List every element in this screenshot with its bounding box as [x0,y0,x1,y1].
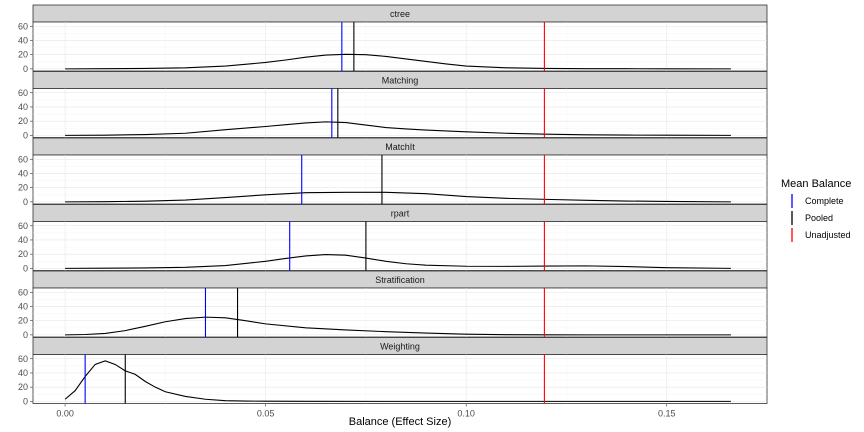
density-curve-ctree [65,53,731,70]
y-tick-label-rpart: 40 [18,235,28,245]
strip-label-matching: Matching [382,76,419,86]
y-tick-label-matchit: 20 [18,183,28,193]
y-tick-label-matchit: 0 [23,197,28,207]
x-tick-label: 0.10 [457,409,475,419]
density-curve-matchit [65,191,731,203]
y-tick-label-weighting: 60 [18,354,28,364]
grid-matchit [33,155,767,204]
chart-panels: ctree 0 20 40 60 Matching 0 20 40 60 MatchIt 0 20 40 6… [18,4,768,406]
y-tick-label-ctree: 0 [23,64,28,74]
y-tick-label-matching: 40 [18,102,28,112]
y-tick-label-rpart: 0 [23,263,28,273]
panel-ctree: ctree 0 20 40 60 [18,4,768,74]
y-tick-label-stratification: 60 [18,287,28,297]
legend-label-unadjusted: Unadjusted [805,230,851,240]
y-tick-label-weighting: 20 [18,382,28,392]
legend-label-pooled: Pooled [805,213,833,223]
panel-area-matchit [32,154,768,205]
y-tick-label-matching: 0 [23,130,28,140]
y-tick-label-rpart: 60 [18,221,28,231]
strip-label-rpart: rpart [391,209,410,219]
y-tick-label-ctree: 60 [18,21,28,31]
y-tick-label-stratification: 20 [18,316,28,326]
legend: Mean Balance Complete Pooled Unadjusted [781,178,851,242]
panel-area-matching [32,88,768,138]
x-axis-title: Balance (Effect Size) [349,416,452,428]
x-tick-label: 0.15 [658,409,676,419]
y-tick-label-matching: 60 [18,88,28,98]
grid-stratification [33,288,767,337]
panel-rpart: rpart 0 20 40 60 [18,204,768,273]
y-tick-label-stratification: 0 [23,330,28,340]
strip-label-matchit: MatchIt [385,142,415,152]
panel-area-stratification [32,287,768,338]
panel-area-rpart [32,221,768,271]
x-tick-label: 0.05 [257,409,275,419]
panel-weighting: Weighting 0 20 40 60 [18,337,768,406]
y-tick-label-ctree: 20 [18,50,28,60]
y-tick-label-rpart: 20 [18,249,28,259]
strip-label-stratification: Stratification [375,275,425,285]
panel-area-weighting [32,354,768,404]
density-curve-weighting [64,360,731,402]
legend-title: Mean Balance [781,178,851,190]
panel-matchit: MatchIt 0 20 40 60 [18,137,768,207]
panel-stratification: Stratification 0 20 40 60 [18,270,768,340]
x-tick-label: 0.00 [56,409,74,419]
y-tick-label-weighting: 40 [18,368,28,378]
legend-items: Complete Pooled Unadjusted [791,194,851,242]
y-tick-label-ctree: 40 [18,35,28,45]
density-curve-matching [65,121,731,136]
y-tick-label-matching: 20 [18,116,28,126]
x-axis: 0.00 0.05 0.10 0.15 [56,403,676,419]
y-tick-label-stratification: 40 [18,301,28,311]
density-curve-stratification [65,316,731,336]
strip-label-ctree: ctree [390,9,410,19]
y-tick-label-matchit: 60 [18,154,28,164]
y-tick-label-weighting: 0 [23,396,28,406]
panel-matching: Matching 0 20 40 60 [18,71,768,140]
y-tick-label-matchit: 40 [18,168,28,178]
strip-label-weighting: Weighting [380,342,420,352]
panel-area-ctree [32,21,768,72]
legend-label-complete: Complete [805,196,844,206]
